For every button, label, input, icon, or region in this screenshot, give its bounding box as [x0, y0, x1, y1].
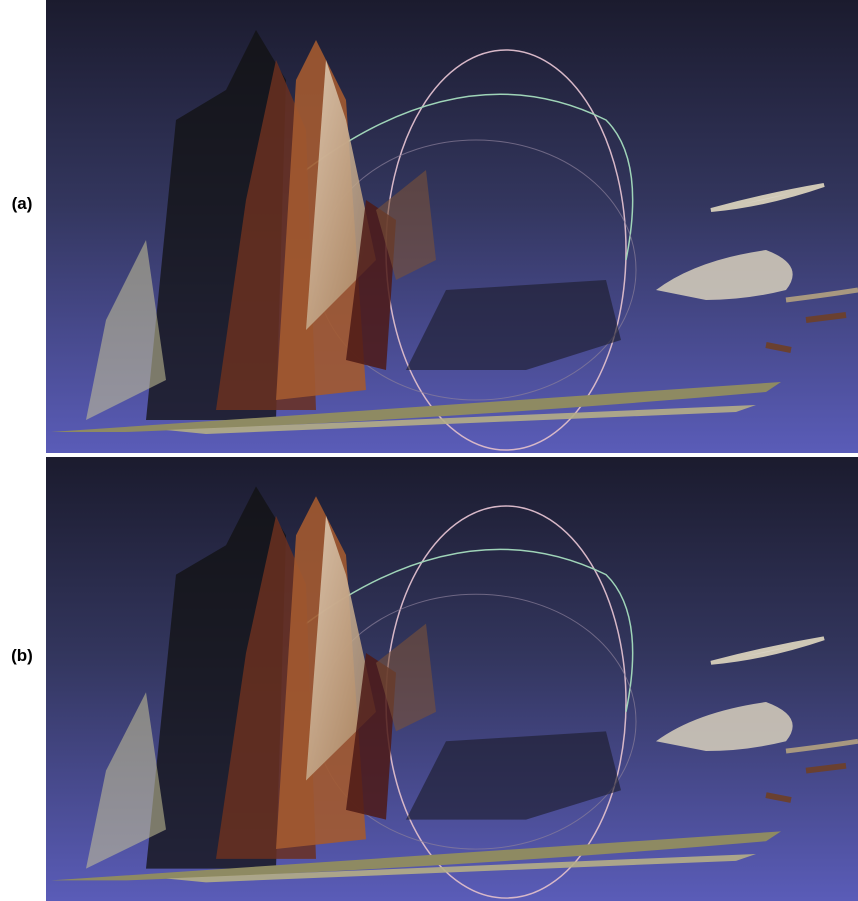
figure: (a) (b): [0, 0, 858, 901]
point-cloud-view: [46, 0, 858, 453]
panel-label: (b): [0, 646, 44, 666]
point-cloud-view: [46, 457, 858, 901]
panel-label: (a): [0, 194, 44, 214]
